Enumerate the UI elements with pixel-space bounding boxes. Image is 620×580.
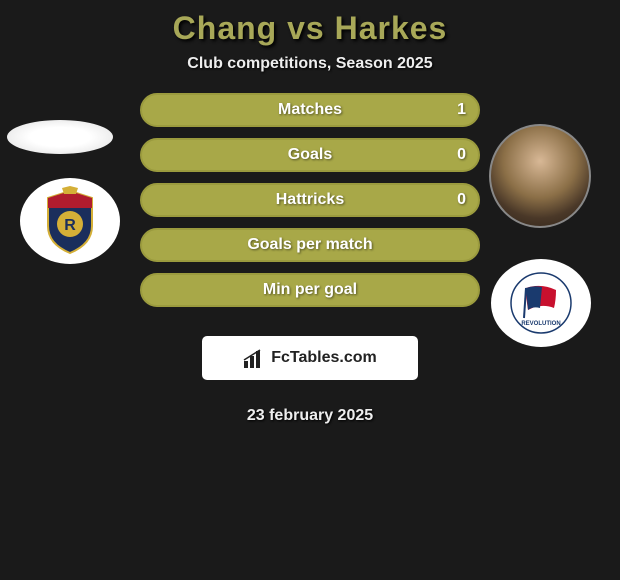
stat-label: Goals per match	[247, 236, 372, 254]
stat-label: Hattricks	[276, 191, 344, 209]
svg-text:R: R	[64, 217, 76, 234]
player-right-avatar	[489, 124, 591, 228]
svg-text:REVOLUTION: REVOLUTION	[521, 321, 560, 327]
stat-label: Min per goal	[263, 281, 357, 299]
stat-row: Goals 0	[140, 138, 480, 172]
player-left-avatar	[7, 120, 113, 154]
flag-icon: REVOLUTION	[506, 268, 576, 338]
branding-box[interactable]: FcTables.com	[202, 336, 418, 380]
stat-value-right: 0	[457, 191, 466, 209]
page-title: Chang vs Harkes	[0, 10, 620, 47]
comparison-card: Chang vs Harkes Club competitions, Seaso…	[0, 0, 620, 580]
chart-icon	[243, 347, 265, 369]
stat-label: Goals	[288, 146, 332, 164]
stat-row: Min per goal	[140, 273, 480, 307]
stat-row: Goals per match	[140, 228, 480, 262]
shield-icon: R	[40, 186, 100, 256]
branding-text: FcTables.com	[271, 349, 377, 367]
subtitle: Club competitions, Season 2025	[0, 55, 620, 73]
team-right-badge: REVOLUTION	[491, 259, 591, 347]
stat-value-right: 1	[457, 101, 466, 119]
stat-label: Matches	[278, 101, 342, 119]
stat-row: Hattricks 0	[140, 183, 480, 217]
stat-value-right: 0	[457, 146, 466, 164]
date-label: 23 february 2025	[247, 407, 373, 425]
stat-row: Matches 1	[140, 93, 480, 127]
team-left-badge: R	[20, 178, 120, 264]
